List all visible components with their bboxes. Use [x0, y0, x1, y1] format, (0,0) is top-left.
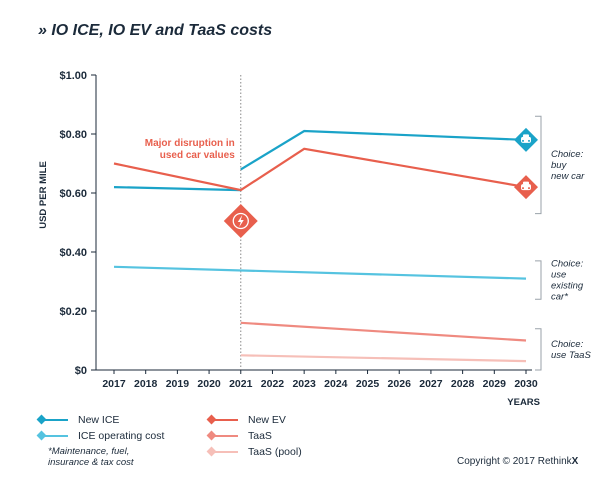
copyright: Copyright © 2017 RethinkX	[457, 456, 578, 467]
x-tick-label: 2027	[419, 378, 443, 390]
series-line-taas	[240, 321, 527, 342]
choice-label: buy	[551, 160, 568, 171]
x-tick-label: 2024	[324, 378, 348, 390]
car-icon-wheel	[522, 139, 524, 142]
x-axis-label: YEARS	[507, 397, 540, 408]
choice-label: existing	[551, 281, 584, 292]
legend-label-taas: TaaS	[248, 430, 272, 442]
series-line-new-ev	[113, 147, 527, 192]
x-tick-label: 2020	[197, 378, 221, 390]
x-tick-label: 2030	[514, 378, 538, 390]
x-tick-label: 2026	[388, 378, 412, 390]
x-tick-label: 2019	[166, 378, 190, 390]
choice-label: use TaaS	[551, 350, 591, 361]
y-tick-label: $0	[75, 365, 87, 377]
legend-item-new-ice: New ICE	[36, 414, 120, 426]
choice-label: car*	[551, 292, 568, 303]
legend-label-ice-operating-cost: ICE operating cost	[78, 430, 165, 442]
footnote-line-2: insurance & tax cost	[48, 457, 134, 468]
lightning-icon	[237, 215, 244, 228]
x-tick-label: 2018	[134, 378, 158, 390]
legend-item-ice-operating-cost: ICE operating cost	[36, 430, 165, 442]
series-line-taas-pool	[240, 354, 527, 363]
x-tick-label: 2028	[451, 378, 475, 390]
x-tick-label: 2017	[102, 378, 126, 390]
car-icon-wheel	[528, 187, 530, 190]
car-icon-wheel	[528, 139, 530, 142]
footnote: *Maintenance, fuel, insurance & tax cost	[48, 446, 134, 468]
line-chart: $0 $0.20 $0.40 $0.60 $0.80 $1.00 2017 2018 2019 2…	[38, 70, 591, 408]
x-tick-label: 2022	[261, 378, 285, 390]
legend: New ICE ICE operating cost New EV TaaS T…	[36, 414, 458, 474]
annotation-line-1: Major disruption in	[145, 138, 235, 149]
car-icon	[521, 136, 531, 143]
choice-label: new car	[551, 171, 585, 182]
choice-label: use	[551, 270, 566, 281]
y-tick-label: $0.40	[59, 247, 87, 259]
legend-label-new-ev: New EV	[248, 414, 286, 426]
legend-item-taas: TaaS	[206, 430, 272, 442]
choice-bracket	[535, 260, 542, 300]
choice-bracket	[535, 115, 542, 215]
y-tick-label: $0.60	[59, 188, 87, 200]
car-icon-roof	[523, 181, 529, 185]
y-tick-label: $1.00	[59, 70, 87, 82]
annotation-line-2: used car values	[160, 150, 235, 161]
series-line-new-ice	[113, 186, 241, 192]
legend-item-taas-pool: TaaS (pool)	[206, 446, 302, 458]
legend-label-taas-pool: TaaS (pool)	[248, 446, 302, 458]
series-line-ice-operating-cost	[113, 265, 527, 280]
car-icon-roof	[523, 134, 529, 138]
x-tick-label: 2021	[229, 378, 253, 390]
choice-label: Choice:	[551, 149, 584, 160]
x-tick-label: 2023	[292, 378, 316, 390]
footnote-line-1: *Maintenance, fuel,	[48, 446, 130, 457]
copyright-text: Copyright © 2017 Rethink	[457, 456, 572, 467]
choice-label: Choice:	[551, 339, 584, 350]
y-tick-label: $0.80	[59, 129, 87, 141]
legend-label-new-ice: New ICE	[78, 414, 120, 426]
x-tick-label: 2029	[483, 378, 507, 390]
y-tick-label: $0.20	[59, 306, 87, 318]
y-axis-label: USD PER MILE	[38, 161, 49, 229]
series-line-new-ice	[240, 129, 527, 171]
brand-mark: X	[571, 456, 579, 467]
car-icon-wheel	[522, 187, 524, 190]
choice-label: Choice:	[551, 259, 584, 270]
car-icon	[521, 184, 531, 191]
legend-swatch-new-ice	[38, 419, 68, 421]
legend-item-new-ev: New EV	[206, 414, 286, 426]
x-tick-label: 2025	[356, 378, 380, 390]
chart-title: » IO ICE, IO EV and TaaS costs	[38, 22, 273, 39]
choice-bracket	[535, 328, 542, 371]
disruption-icon-ring	[232, 212, 249, 230]
